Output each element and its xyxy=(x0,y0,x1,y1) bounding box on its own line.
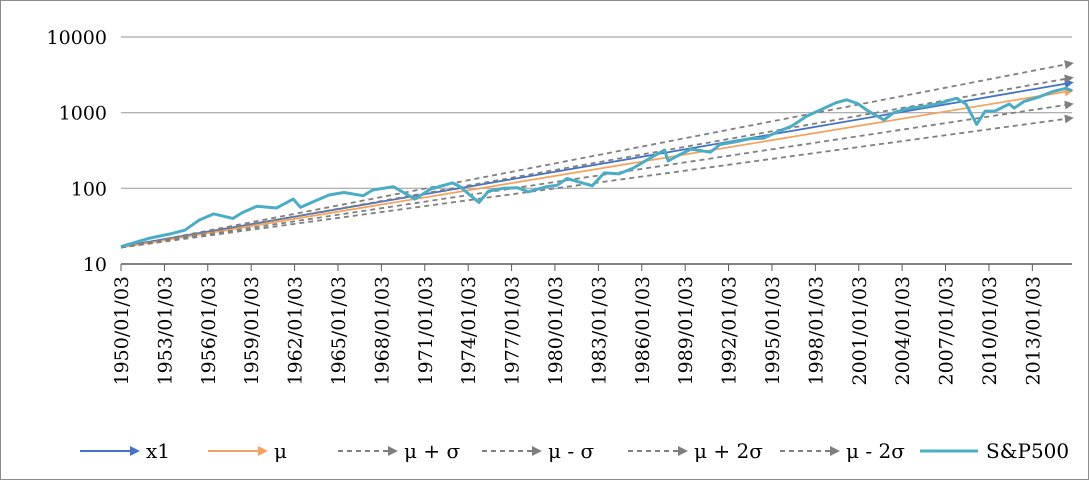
x-tick-label: 1980/01/03 xyxy=(545,276,567,386)
legend-label: μ xyxy=(274,439,287,463)
x-tick-label: 2007/01/03 xyxy=(936,276,958,386)
axis-layer: 10 100 1000 10000 1950/01/03 1953/01/03 1956/0… xyxy=(47,27,1072,386)
legend-label: μ + 2σ xyxy=(694,439,763,463)
series-layer xyxy=(120,60,1074,249)
x-tick-label: 1950/01/03 xyxy=(111,276,133,386)
series-line--3 xyxy=(120,100,1074,249)
x-tick-label: 1971/01/03 xyxy=(415,276,437,386)
legend-label: S&P500 xyxy=(986,439,1069,463)
x-tick-label: 1965/01/03 xyxy=(328,276,350,386)
series-line-x1-0 xyxy=(120,79,1074,248)
x-tick-label: 2001/01/03 xyxy=(849,276,871,386)
x-tick-label: 1962/01/03 xyxy=(285,276,307,386)
x-tick-label: 1977/01/03 xyxy=(502,276,524,386)
series-line--1 xyxy=(120,87,1074,249)
x-tick-label: 1968/01/03 xyxy=(371,276,393,386)
y-tick-label: 10 xyxy=(83,254,107,276)
y-tick-label: 10000 xyxy=(47,27,107,49)
x-tick-label: 1983/01/03 xyxy=(588,276,610,386)
legend-label: μ + σ xyxy=(404,439,460,463)
x-tick-label: 2013/01/03 xyxy=(1022,276,1044,386)
series-line-2-4 xyxy=(120,60,1074,249)
x-tick-label: 1992/01/03 xyxy=(719,276,741,386)
legend-label: μ - 2σ xyxy=(846,439,905,463)
x-tick-label: 2004/01/03 xyxy=(892,276,914,386)
x-tick-label: 1959/01/03 xyxy=(241,276,263,386)
x-tick-label: 1998/01/03 xyxy=(805,276,827,386)
x-tick-label: 1953/01/03 xyxy=(154,276,176,386)
series-line--2 xyxy=(120,74,1074,249)
x-tick-label: 1986/01/03 xyxy=(632,276,654,386)
y-tick-label: 100 xyxy=(71,178,107,200)
series-line-SP500-6 xyxy=(120,86,1073,249)
x-tick-label: 1989/01/03 xyxy=(675,276,697,386)
y-tick-label: 1000 xyxy=(59,103,107,125)
legend-label: μ - σ xyxy=(548,439,594,463)
legend-layer: x1 μ μ + σ μ - σ μ + 2σ μ - 2σ S&P500 xyxy=(80,439,1069,463)
x-tick-label: 2010/01/03 xyxy=(979,276,1001,386)
x-tick-label: 1995/01/03 xyxy=(762,276,784,386)
x-tick-label: 1956/01/03 xyxy=(198,276,220,386)
x-tick-label: 1974/01/03 xyxy=(458,276,480,386)
grid-layer xyxy=(121,36,1072,189)
legend-label: x1 xyxy=(146,439,170,463)
